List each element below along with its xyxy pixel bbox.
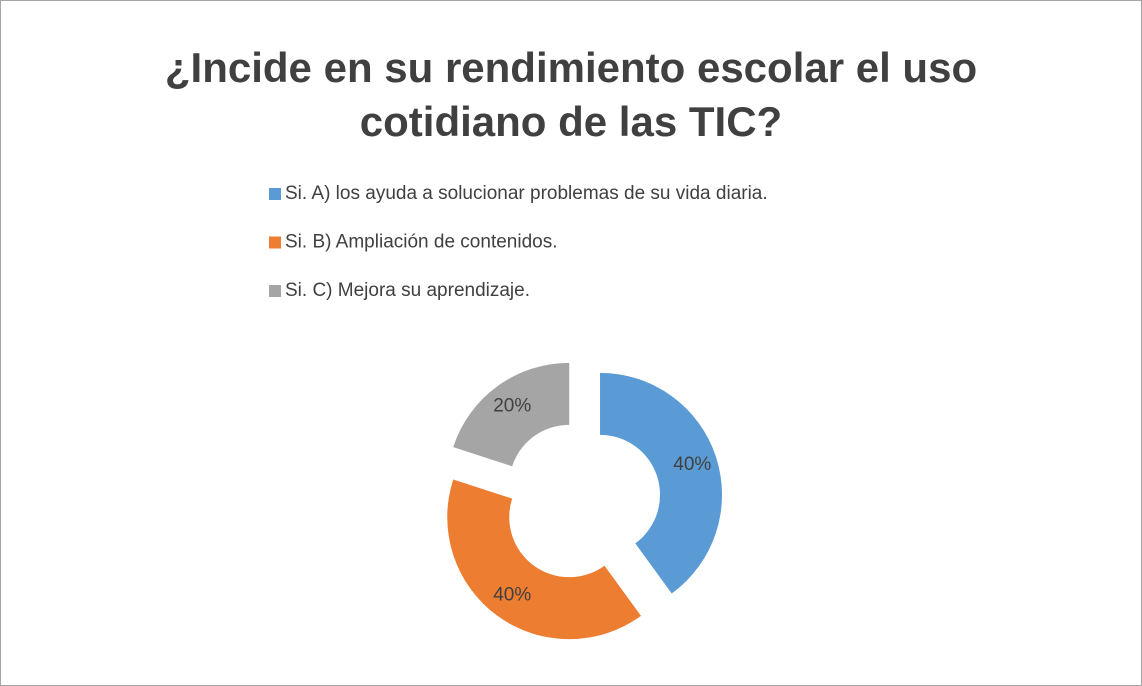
legend-swatch [269,236,281,249]
donut-segment [447,479,641,640]
data-label: 20% [493,395,531,416]
legend-label: Si. A) los ayuda a solucionar problemas … [285,183,768,204]
data-label: 40% [673,454,711,475]
legend-label: Si. B) Ampliación de contenidos. [285,232,558,253]
legend-swatch [269,285,281,297]
chart-title: ¿Incide en su rendimiento escolar el uso… [164,44,978,145]
donut-segment [600,372,723,594]
legend-label: Si. C) Mejora su aprendizaje. [285,280,530,301]
legend-swatch [269,188,281,200]
data-label: 40% [493,585,531,606]
donut-segment [453,362,570,467]
